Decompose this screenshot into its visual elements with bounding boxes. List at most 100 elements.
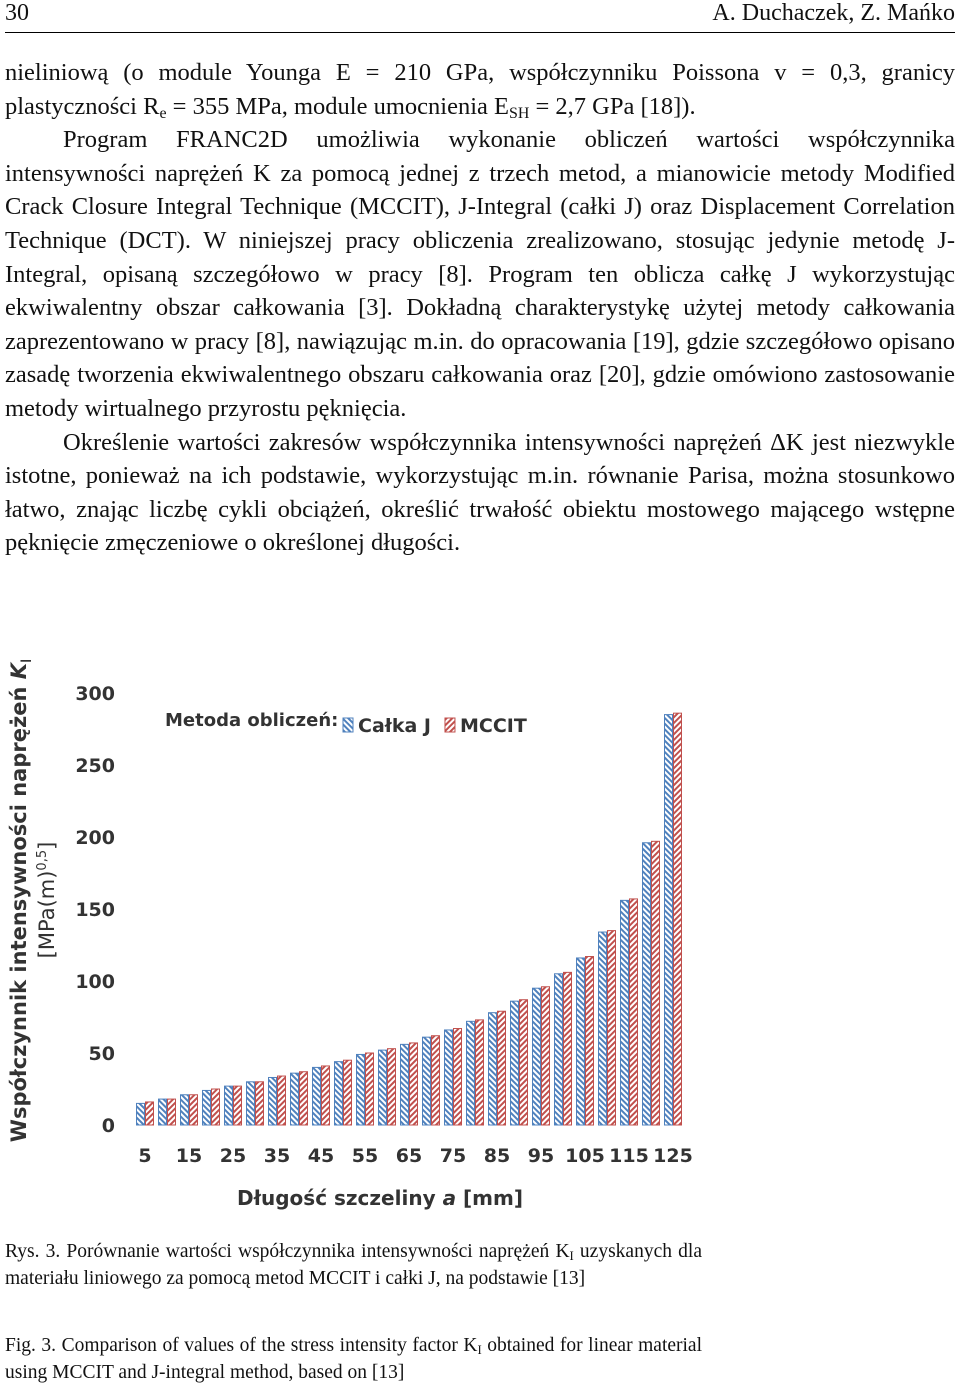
subscript: I (477, 1343, 482, 1358)
text: obtained for linear material using MCCIT… (5, 1335, 702, 1383)
x-tick-label: 25 (220, 1145, 246, 1167)
bar (202, 1089, 211, 1126)
text: Długość szczeliny (237, 1186, 443, 1210)
bar (255, 1081, 264, 1126)
bar (365, 1052, 374, 1126)
x-tick-label: 55 (352, 1145, 378, 1167)
text: [mm] (456, 1186, 523, 1210)
bar (488, 1012, 497, 1126)
bar (136, 1102, 145, 1126)
x-tick-label: 5 (138, 1145, 151, 1167)
bar (378, 1049, 387, 1126)
x-tick-label: 105 (565, 1145, 605, 1167)
paragraph: Program FRANC2D umożliwia wykonanie obli… (5, 126, 955, 422)
bar (409, 1042, 418, 1126)
bar (497, 1010, 506, 1126)
text: a (443, 1186, 457, 1210)
bar (233, 1085, 242, 1126)
bar (554, 973, 563, 1126)
y-axis-title: Współczynnik intensywności naprężeń KI (7, 660, 35, 1142)
y-tick-label: 50 (89, 1043, 115, 1065)
bar (277, 1075, 286, 1126)
running-header: 30 A. Duchaczek, Z. Mańko (5, 0, 955, 33)
authors: A. Duchaczek, Z. Mańko (712, 0, 955, 26)
bar (576, 957, 585, 1126)
text: = 355 MPa, module umocnienia E (166, 92, 509, 120)
legend-swatch (342, 717, 354, 733)
bar (642, 842, 651, 1126)
x-tick-label: 85 (484, 1145, 510, 1167)
y-tick-label: 250 (75, 755, 115, 777)
text: ] (35, 842, 59, 850)
bar (145, 1101, 154, 1126)
x-tick-label: 125 (653, 1145, 693, 1167)
text: uzyskanych dla materiału liniowego za po… (5, 1241, 702, 1289)
subscript: SH (509, 104, 530, 122)
legend-label: Całka J (358, 715, 431, 737)
bar (387, 1048, 396, 1126)
page-number: 30 (5, 0, 29, 26)
body-text: nieliniową (o module Younga E = 210 GPa,… (5, 56, 955, 560)
paragraph: nieliniową (o module Younga E = 210 GPa,… (5, 56, 955, 123)
bar (598, 931, 607, 1126)
bar (400, 1043, 409, 1126)
bar (224, 1085, 233, 1126)
x-tick-label: 15 (176, 1145, 202, 1167)
bar (466, 1020, 475, 1126)
bar (312, 1066, 321, 1126)
subscript: e (159, 104, 167, 122)
bar (356, 1053, 365, 1126)
bar (629, 898, 638, 1126)
bar (246, 1081, 255, 1126)
bar (664, 714, 673, 1126)
bar (268, 1076, 277, 1126)
y-tick-label: 100 (75, 971, 115, 993)
bar (532, 987, 541, 1126)
bar (167, 1098, 176, 1126)
x-tick-label: 65 (396, 1145, 422, 1167)
bar (563, 971, 572, 1126)
x-tick-label: 45 (308, 1145, 334, 1167)
bar (158, 1098, 167, 1126)
bar (321, 1065, 330, 1126)
text: nieliniową (o module Younga E = 210 GPa,… (5, 59, 955, 120)
x-tick-label: 95 (528, 1145, 554, 1167)
bar (189, 1094, 198, 1126)
bar (541, 986, 550, 1126)
text: = 2,7 GPa [18]). (529, 92, 696, 120)
text: K (7, 661, 31, 679)
text: Współczynnik intensywności naprężeń (7, 679, 31, 1142)
x-axis-title: Długość szczeliny a [mm] (237, 1186, 523, 1210)
bar (620, 899, 629, 1126)
y-tick-label: 200 (75, 827, 115, 849)
text: Fig. 3. Comparison of values of the stre… (5, 1335, 478, 1356)
bar (290, 1072, 299, 1126)
legend-swatch (444, 717, 456, 733)
legend-label: MCCIT (460, 715, 527, 737)
text: Rys. 3. Porównanie wartości współczynnik… (5, 1241, 570, 1262)
subscript: I (19, 660, 35, 663)
y-tick-label: 300 (75, 683, 115, 705)
bar (299, 1071, 308, 1126)
legend-title: Metoda obliczeń: (165, 710, 338, 731)
chart: Współczynnik intensywności naprężeń KI [… (7, 660, 693, 1210)
bar (607, 930, 616, 1126)
caption-pl: Rys. 3. Porównanie wartości współczynnik… (5, 1238, 702, 1292)
bar (585, 956, 594, 1126)
bar (651, 840, 660, 1126)
bar (422, 1036, 431, 1126)
bar (343, 1059, 352, 1126)
bar (431, 1035, 440, 1126)
x-tick-label: 115 (609, 1145, 649, 1167)
bar (519, 999, 528, 1126)
superscript: 0,5 (35, 850, 50, 871)
bar (475, 1019, 484, 1126)
y-tick-label: 150 (75, 899, 115, 921)
bar (334, 1061, 343, 1126)
x-tick-label: 35 (264, 1145, 290, 1167)
bar (673, 712, 682, 1126)
bar (444, 1029, 453, 1126)
subscript: I (569, 1249, 574, 1264)
bar (510, 1000, 519, 1126)
